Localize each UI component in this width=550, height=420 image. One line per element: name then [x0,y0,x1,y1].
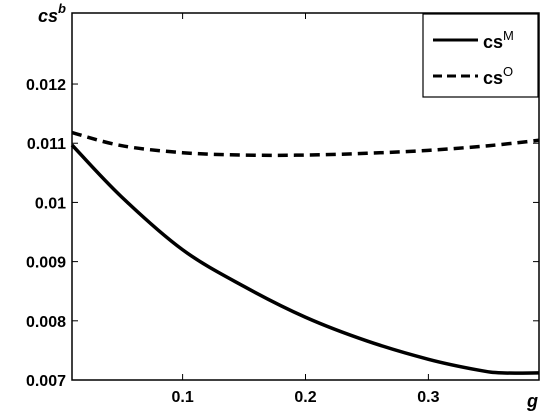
y-tick-label: 0.007 [26,373,66,390]
legend-label-m-base: cs [483,32,503,52]
series-line-solid [70,143,540,375]
legend-label-m-superscript: M [503,28,514,43]
y-tick-label: 0.01 [35,195,66,212]
legend: csM csO [422,13,539,98]
y-axis-label-superscript: b [58,1,66,16]
x-axis-ticks: 0.1 0.2 0.3 [171,13,440,406]
y-tick-label: 0.009 [26,255,66,272]
legend-box [422,13,539,98]
y-tick-label: 0.012 [26,77,66,94]
legend-label-o-superscript: O [503,64,513,79]
series-layer [70,130,540,375]
y-tick-label: 0.011 [27,136,66,153]
x-axis-label: g [526,391,538,411]
legend-label-o-base: cs [483,68,503,88]
y-tick-label: 0.008 [26,314,66,331]
x-tick-label: 0.3 [417,389,439,406]
y-axis-label-base: cs [38,6,58,26]
y-axis-ticks: 0.007 0.008 0.009 0.01 0.011 0.012 [26,77,539,390]
legend-label-m: csM [483,28,514,52]
y-axis-label: csb [38,1,66,26]
series-line-dashed [71,130,540,158]
legend-label-o: csO [483,64,513,88]
x-tick-label: 0.1 [171,389,193,406]
x-tick-label: 0.2 [294,389,316,406]
